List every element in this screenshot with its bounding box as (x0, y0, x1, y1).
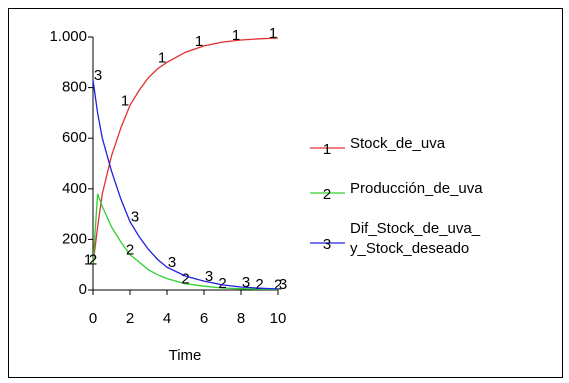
series-marker: 2 (126, 242, 134, 259)
series-marker: 3 (205, 268, 213, 285)
series-marker: 1 (232, 27, 240, 44)
x-tick-label: 0 (89, 310, 97, 327)
series-line (92, 193, 279, 291)
series-marker: 3 (279, 276, 287, 293)
y-tick-label: 800 (62, 79, 87, 96)
legend-marker: 3 (323, 236, 331, 253)
series-line (92, 37, 279, 265)
y-tick-label: 400 (62, 180, 87, 197)
legend-marker: 1 (323, 141, 331, 158)
series-marker: 3 (168, 254, 176, 271)
series-marker: 1 (195, 33, 203, 50)
x-axis-label: Time (169, 347, 202, 364)
legend-label: Dif_Stock_de_uva_ y_Stock_deseado (350, 220, 481, 257)
x-tick-label: 4 (163, 310, 171, 327)
legend-label: Producción_de_uva (350, 180, 483, 197)
series-line (92, 79, 279, 290)
series-marker: 1 (121, 92, 129, 109)
series-marker: 2 (181, 271, 189, 288)
series-marker: 1 (269, 25, 277, 42)
series-marker: 2 (274, 276, 282, 293)
x-tick-label: 2 (126, 310, 134, 327)
series-marker: 2 (89, 252, 97, 269)
x-tick-label: 10 (270, 310, 287, 327)
legend-marker: 2 (323, 186, 331, 203)
y-tick-label: 0 (79, 281, 87, 298)
legend-label: Stock_de_uva (350, 135, 446, 152)
series-marker: 2 (255, 276, 263, 293)
series-marker: 3 (131, 209, 139, 226)
y-tick-label: 200 (62, 230, 87, 247)
x-tick-label: 8 (237, 310, 245, 327)
series-marker: 1 (84, 252, 92, 269)
series-marker: 3 (242, 274, 250, 291)
series-marker: 3 (94, 67, 102, 84)
series-marker: 2 (218, 275, 226, 292)
frame (8, 8, 563, 378)
y-tick-label: 1.000 (49, 28, 87, 45)
series-marker: 1 (158, 49, 166, 66)
x-tick-label: 6 (200, 310, 208, 327)
y-tick-label: 600 (62, 129, 87, 146)
